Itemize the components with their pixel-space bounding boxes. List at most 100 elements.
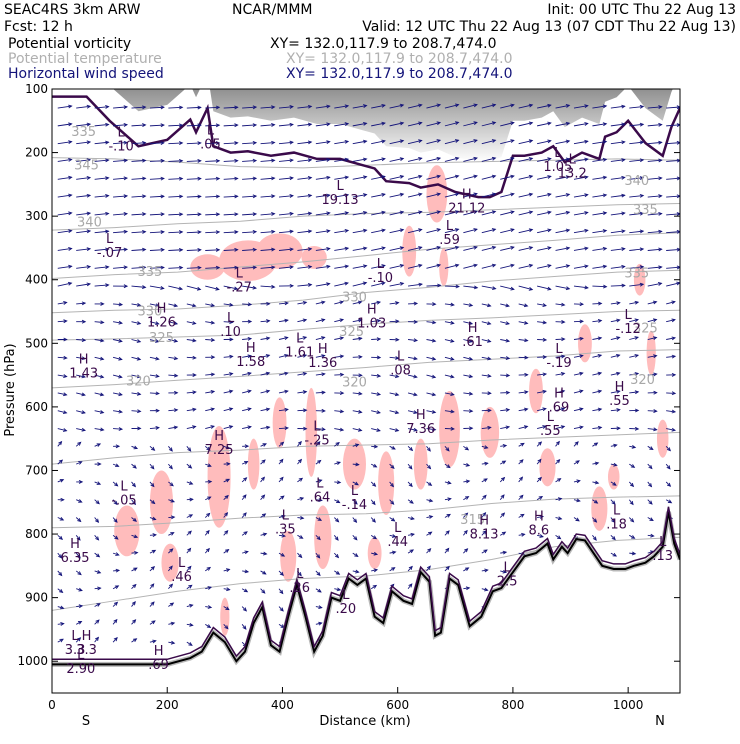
wind-vector-707 <box>556 460 560 464</box>
wind-vector-253 <box>334 229 348 232</box>
wind-vector-359 <box>408 283 422 286</box>
wind-vector-809 <box>556 517 562 520</box>
wind-vector-588 <box>242 408 251 411</box>
wind-vector-288 <box>353 247 367 250</box>
wind-vector-944 <box>168 622 174 625</box>
wind-vector-857 <box>205 549 209 553</box>
wind-vector-594 <box>353 410 362 413</box>
wind-vector-155 <box>408 175 422 179</box>
pv-extremum-value: .64 <box>310 491 331 506</box>
wind-vector-485 <box>224 355 233 358</box>
pv-extremum-2: L19.13 <box>321 179 358 208</box>
wind-vector-799 <box>371 518 375 522</box>
wind-vector-278 <box>168 248 182 251</box>
wind-vector-838 <box>463 531 467 536</box>
wind-vector-141 <box>150 177 164 180</box>
wind-vector-675 <box>592 443 597 446</box>
pv-extremum-kind: L <box>236 267 244 282</box>
wind-vector-352 <box>279 284 293 287</box>
wind-vector-540 <box>611 372 620 375</box>
wind-vector-202 <box>648 195 662 198</box>
wind-vector-875 <box>611 553 616 556</box>
wind-vector-862 <box>297 553 301 557</box>
wind-vector-941 <box>113 620 117 625</box>
wind-vector-956 <box>150 640 156 643</box>
wind-vector-334 <box>574 265 588 268</box>
wind-vector-592 <box>316 409 325 412</box>
wind-vector-229 <box>519 211 533 215</box>
wind-vector-606 <box>574 408 583 411</box>
wind-vector-829 <box>297 535 302 538</box>
wind-vector-567 <box>482 392 491 395</box>
pv-extremum-value: .69 <box>148 658 169 673</box>
wind-vector-615 <box>113 427 122 430</box>
pv-extremum-value: 8.13 <box>470 527 499 542</box>
wind-vector-344 <box>132 286 146 289</box>
wind-vector-273 <box>76 248 90 251</box>
pink-region-27 <box>608 464 620 489</box>
wind-vector-561 <box>371 392 380 395</box>
wind-vector-64 <box>611 123 625 126</box>
wind-vector-289 <box>371 247 385 251</box>
wind-vector-452 <box>242 337 251 340</box>
wind-vector-676 <box>611 444 617 447</box>
pv-extremum-value: .55 <box>540 424 561 439</box>
wind-vector-478 <box>95 357 104 360</box>
wind-vector-580 <box>95 410 104 413</box>
wind-vector-46 <box>279 123 293 126</box>
wind-vector-79 <box>261 141 275 144</box>
wind-vector-770 <box>463 497 468 500</box>
wind-vector-30 <box>611 105 625 108</box>
pink-region-15 <box>273 397 287 448</box>
wind-vector-581 <box>113 410 122 413</box>
wind-vector-436 <box>574 320 583 323</box>
wind-vector-115 <box>297 159 311 162</box>
wind-vector-551 <box>187 391 196 394</box>
wind-vector-686 <box>168 464 172 469</box>
wind-vector-66 <box>648 123 662 126</box>
wind-vector-40 <box>168 124 182 127</box>
wind-vector-619 <box>187 426 196 429</box>
wind-vector-39 <box>150 124 164 127</box>
wind-vector-600 <box>463 409 472 412</box>
wind-vector-262 <box>500 229 514 233</box>
wind-vector-335 <box>592 265 606 268</box>
wind-vector-678 <box>648 446 653 449</box>
wind-vector-370 <box>611 284 625 287</box>
wind-vector-304 <box>648 248 662 251</box>
wind-vector-150 <box>316 176 330 179</box>
wind-vector-100 <box>648 141 662 144</box>
wind-vector-204 <box>58 212 72 215</box>
wind-vector-shaft <box>187 179 201 180</box>
wind-vector-765 <box>371 500 375 505</box>
wind-vector-173 <box>113 195 127 198</box>
wind-vector-864 <box>334 553 338 557</box>
wind-vector-900 <box>463 568 468 571</box>
wind-vector-shaft <box>168 179 182 180</box>
field-label-wind: Horizontal wind speed <box>8 66 164 82</box>
wind-vector-595 <box>371 411 380 414</box>
wind-vector-664 <box>390 446 395 449</box>
wind-vector-925 <box>76 605 82 608</box>
wind-vector-7 <box>187 106 201 109</box>
wind-vector-shaft <box>187 214 201 215</box>
wind-vector-203 <box>666 195 680 198</box>
wind-vector-343 <box>113 285 127 288</box>
theta-label-9: 320 <box>342 376 367 391</box>
wind-vector-950 <box>316 622 322 625</box>
wind-vector-483 <box>187 356 196 359</box>
wind-vector-324 <box>390 264 404 268</box>
wind-vector-465 <box>482 339 491 342</box>
wind-vector-927 <box>113 602 117 606</box>
wind-vector-748 <box>58 498 64 501</box>
wind-vector-534 <box>500 374 509 377</box>
wind-vector-634 <box>463 427 472 430</box>
wind-vector-484 <box>205 356 214 359</box>
wind-vector-773 <box>519 495 523 499</box>
wind-vector-250 <box>279 230 293 233</box>
pv-extremum-32: H8.6 <box>529 510 550 539</box>
wind-vector-114 <box>279 159 293 162</box>
wind-vector-112 <box>242 159 256 162</box>
pv-extremum-kind: H <box>462 187 472 202</box>
wind-vector-768 <box>426 499 432 502</box>
